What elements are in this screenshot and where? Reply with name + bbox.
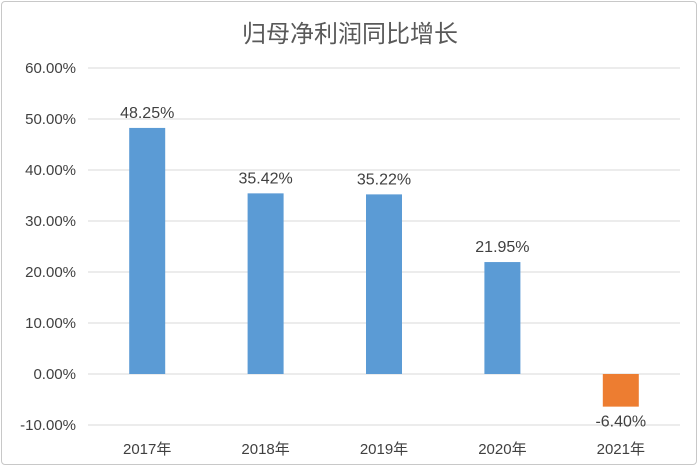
bars [129, 127, 639, 407]
data-label: 48.25% [120, 105, 174, 122]
bar-2018年 [247, 193, 284, 374]
bar-2020年 [484, 262, 521, 374]
y-tick-label: 40.00% [25, 162, 76, 179]
y-tick-label: 20.00% [25, 264, 76, 281]
x-tick-label: 2021年 [597, 441, 645, 458]
data-label: 35.42% [238, 170, 292, 187]
y-tick-label: 10.00% [25, 315, 76, 332]
x-tick-label: 2018年 [241, 441, 289, 458]
y-tick-label: 60.00% [25, 60, 76, 77]
y-tick-label: 0.00% [33, 366, 76, 383]
y-tick-label: 50.00% [25, 111, 76, 128]
chart-title: 归母净利润同比增长 [242, 20, 458, 48]
data-label: 21.95% [475, 239, 529, 256]
y-tick-label: 30.00% [25, 213, 76, 230]
x-tick-label: 2019年 [360, 441, 408, 458]
data-label: -6.40% [595, 414, 646, 431]
y-tick-label: -10.00% [20, 417, 76, 434]
data-labels: 48.25% 35.42% 35.22% 21.95% -6.40% [120, 105, 646, 431]
x-tick-label: 2020年 [478, 441, 526, 458]
x-axis-ticks: 2017年 2018年 2019年 2020年 2021年 [123, 441, 645, 458]
data-label: 35.22% [357, 171, 411, 188]
bar-2019年 [366, 194, 402, 374]
bar-2017年 [129, 127, 166, 374]
y-axis-ticks: 60.00% 50.00% 40.00% 30.00% 20.00% 10.00% 0.00… [20, 60, 76, 434]
bar-2021年 [602, 374, 639, 407]
x-tick-label: 2017年 [123, 441, 171, 458]
